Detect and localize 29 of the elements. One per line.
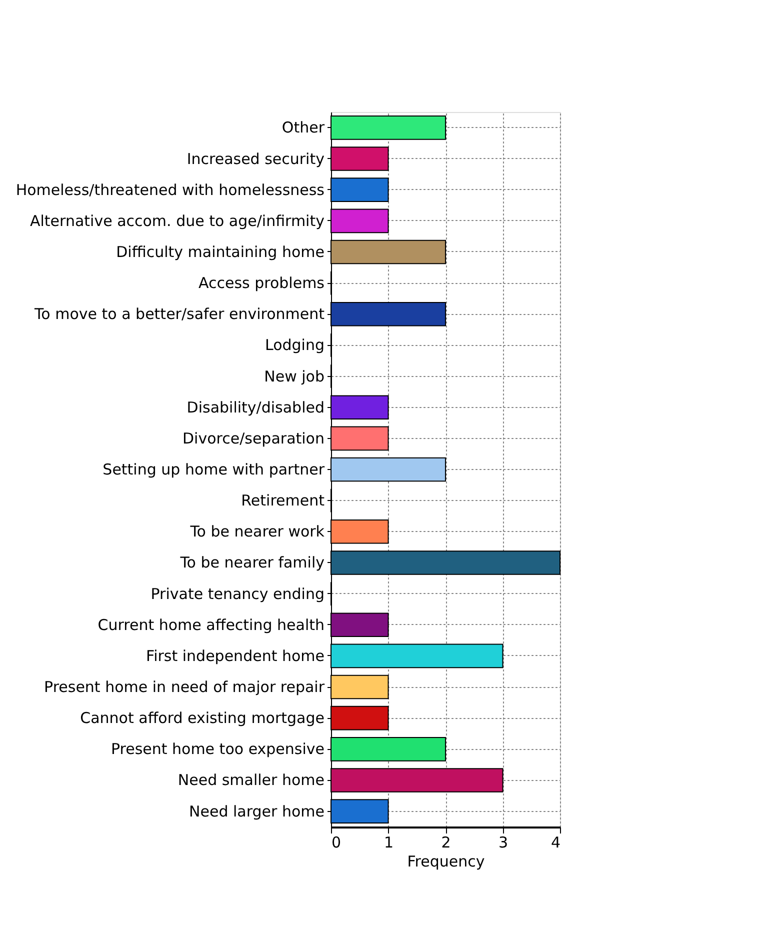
y-tick-label: Private tenancy ending	[150, 584, 324, 603]
y-tick-label: Disability/disabled	[186, 398, 324, 416]
x-axis-title: Frequency	[407, 852, 485, 870]
y-tick-label: Current home affecting health	[98, 616, 324, 634]
y-tick-label: Lodging	[264, 336, 324, 354]
y-tick-label: Access problems	[198, 274, 325, 292]
y-tick-label: Divorce/separation	[182, 429, 324, 448]
y-tick-label: Homeless/threatened with homelessness	[16, 180, 325, 199]
y-tick-label: To be nearer family	[179, 554, 325, 572]
y-tick-label: Other	[282, 118, 326, 137]
y-tick-label: New job	[264, 367, 324, 386]
x-tick-label: 2	[441, 834, 451, 852]
y-tick-label: Need larger home	[189, 802, 324, 820]
x-tick-label: 4	[550, 834, 560, 852]
y-tick-label: Retirement	[241, 492, 325, 510]
y-tick-label: Cannot afford existing mortgage	[80, 709, 324, 728]
y-tick-label: First independent home	[146, 646, 324, 665]
y-tick-label: Present home too expensive	[110, 740, 324, 758]
x-tick-label: 1	[384, 834, 394, 852]
x-tick-label: 3	[498, 834, 508, 852]
y-tick-label: To be nearer work	[189, 522, 325, 541]
y-tick-label: Present home in need of major repair	[44, 678, 326, 696]
y-tick-label: Need smaller home	[178, 771, 324, 790]
y-tick-label: Difficulty maintaining home	[116, 242, 324, 261]
y-tick-label: To move to a better/safer environment	[34, 305, 325, 324]
y-tick-label: Alternative accom. due to age/infirmity	[30, 212, 325, 230]
y-tick-label: Increased security	[186, 150, 325, 168]
y-tick-label: Setting up home with partner	[102, 460, 326, 478]
x-tick-label: 0	[332, 834, 342, 852]
